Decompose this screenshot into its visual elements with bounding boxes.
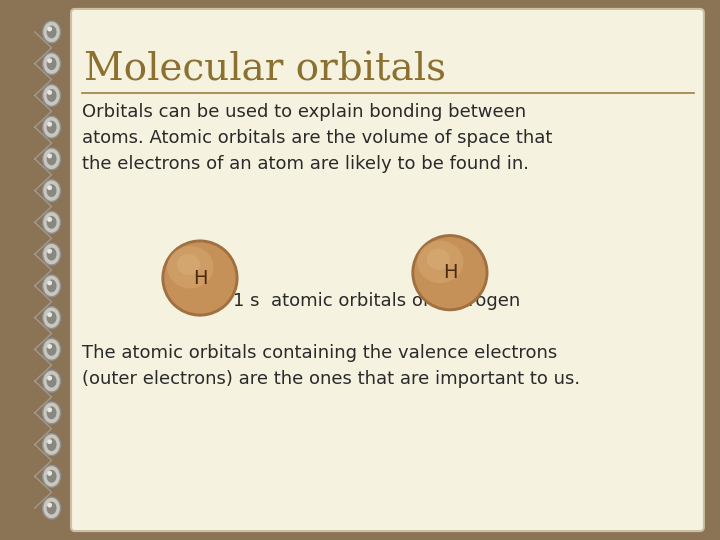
Ellipse shape <box>164 242 235 314</box>
Ellipse shape <box>42 53 60 75</box>
Ellipse shape <box>47 248 57 261</box>
Ellipse shape <box>47 184 57 197</box>
Ellipse shape <box>47 89 57 102</box>
Text: Molecular orbitals: Molecular orbitals <box>84 52 446 89</box>
Ellipse shape <box>47 217 52 222</box>
Ellipse shape <box>47 279 57 292</box>
Ellipse shape <box>42 370 60 392</box>
Ellipse shape <box>47 471 52 476</box>
Ellipse shape <box>42 339 60 360</box>
Ellipse shape <box>47 502 57 515</box>
Ellipse shape <box>47 407 57 419</box>
FancyBboxPatch shape <box>71 9 704 531</box>
Ellipse shape <box>42 402 60 424</box>
Ellipse shape <box>177 254 200 275</box>
Ellipse shape <box>47 57 57 70</box>
Ellipse shape <box>47 90 52 95</box>
Ellipse shape <box>47 216 57 229</box>
Text: H: H <box>193 268 207 287</box>
Ellipse shape <box>42 434 60 455</box>
Ellipse shape <box>42 180 60 201</box>
Ellipse shape <box>47 25 57 38</box>
Ellipse shape <box>47 376 52 381</box>
Ellipse shape <box>42 465 60 487</box>
Ellipse shape <box>42 21 60 43</box>
Ellipse shape <box>47 122 52 127</box>
Ellipse shape <box>42 148 60 170</box>
Ellipse shape <box>47 344 52 349</box>
Ellipse shape <box>167 246 213 288</box>
Ellipse shape <box>47 470 57 483</box>
Ellipse shape <box>47 311 57 324</box>
Ellipse shape <box>47 375 57 388</box>
Ellipse shape <box>42 243 60 265</box>
Text: 1 s  atomic orbitals of hydrogen: 1 s atomic orbitals of hydrogen <box>233 292 521 310</box>
Ellipse shape <box>47 26 52 31</box>
Ellipse shape <box>47 343 57 356</box>
Ellipse shape <box>42 212 60 233</box>
Ellipse shape <box>42 275 60 297</box>
Ellipse shape <box>47 152 57 165</box>
Ellipse shape <box>161 239 238 316</box>
Ellipse shape <box>414 237 485 308</box>
Ellipse shape <box>42 497 60 519</box>
Ellipse shape <box>427 248 450 270</box>
Ellipse shape <box>47 312 52 317</box>
Ellipse shape <box>47 249 52 254</box>
Ellipse shape <box>47 407 52 413</box>
Ellipse shape <box>47 58 52 63</box>
Ellipse shape <box>417 241 464 283</box>
Ellipse shape <box>42 85 60 106</box>
Ellipse shape <box>47 439 52 444</box>
Text: H: H <box>443 263 457 282</box>
Ellipse shape <box>47 438 57 451</box>
Ellipse shape <box>411 234 488 311</box>
Ellipse shape <box>42 116 60 138</box>
Ellipse shape <box>47 280 52 285</box>
Ellipse shape <box>47 121 57 133</box>
Text: The atomic orbitals containing the valence electrons
(outer electrons) are the o: The atomic orbitals containing the valen… <box>82 345 580 388</box>
Ellipse shape <box>47 185 52 190</box>
Text: Orbitals can be used to explain bonding between
atoms. Atomic orbitals are the v: Orbitals can be used to explain bonding … <box>82 103 553 173</box>
Ellipse shape <box>47 153 52 158</box>
Ellipse shape <box>42 307 60 328</box>
Ellipse shape <box>47 503 52 508</box>
